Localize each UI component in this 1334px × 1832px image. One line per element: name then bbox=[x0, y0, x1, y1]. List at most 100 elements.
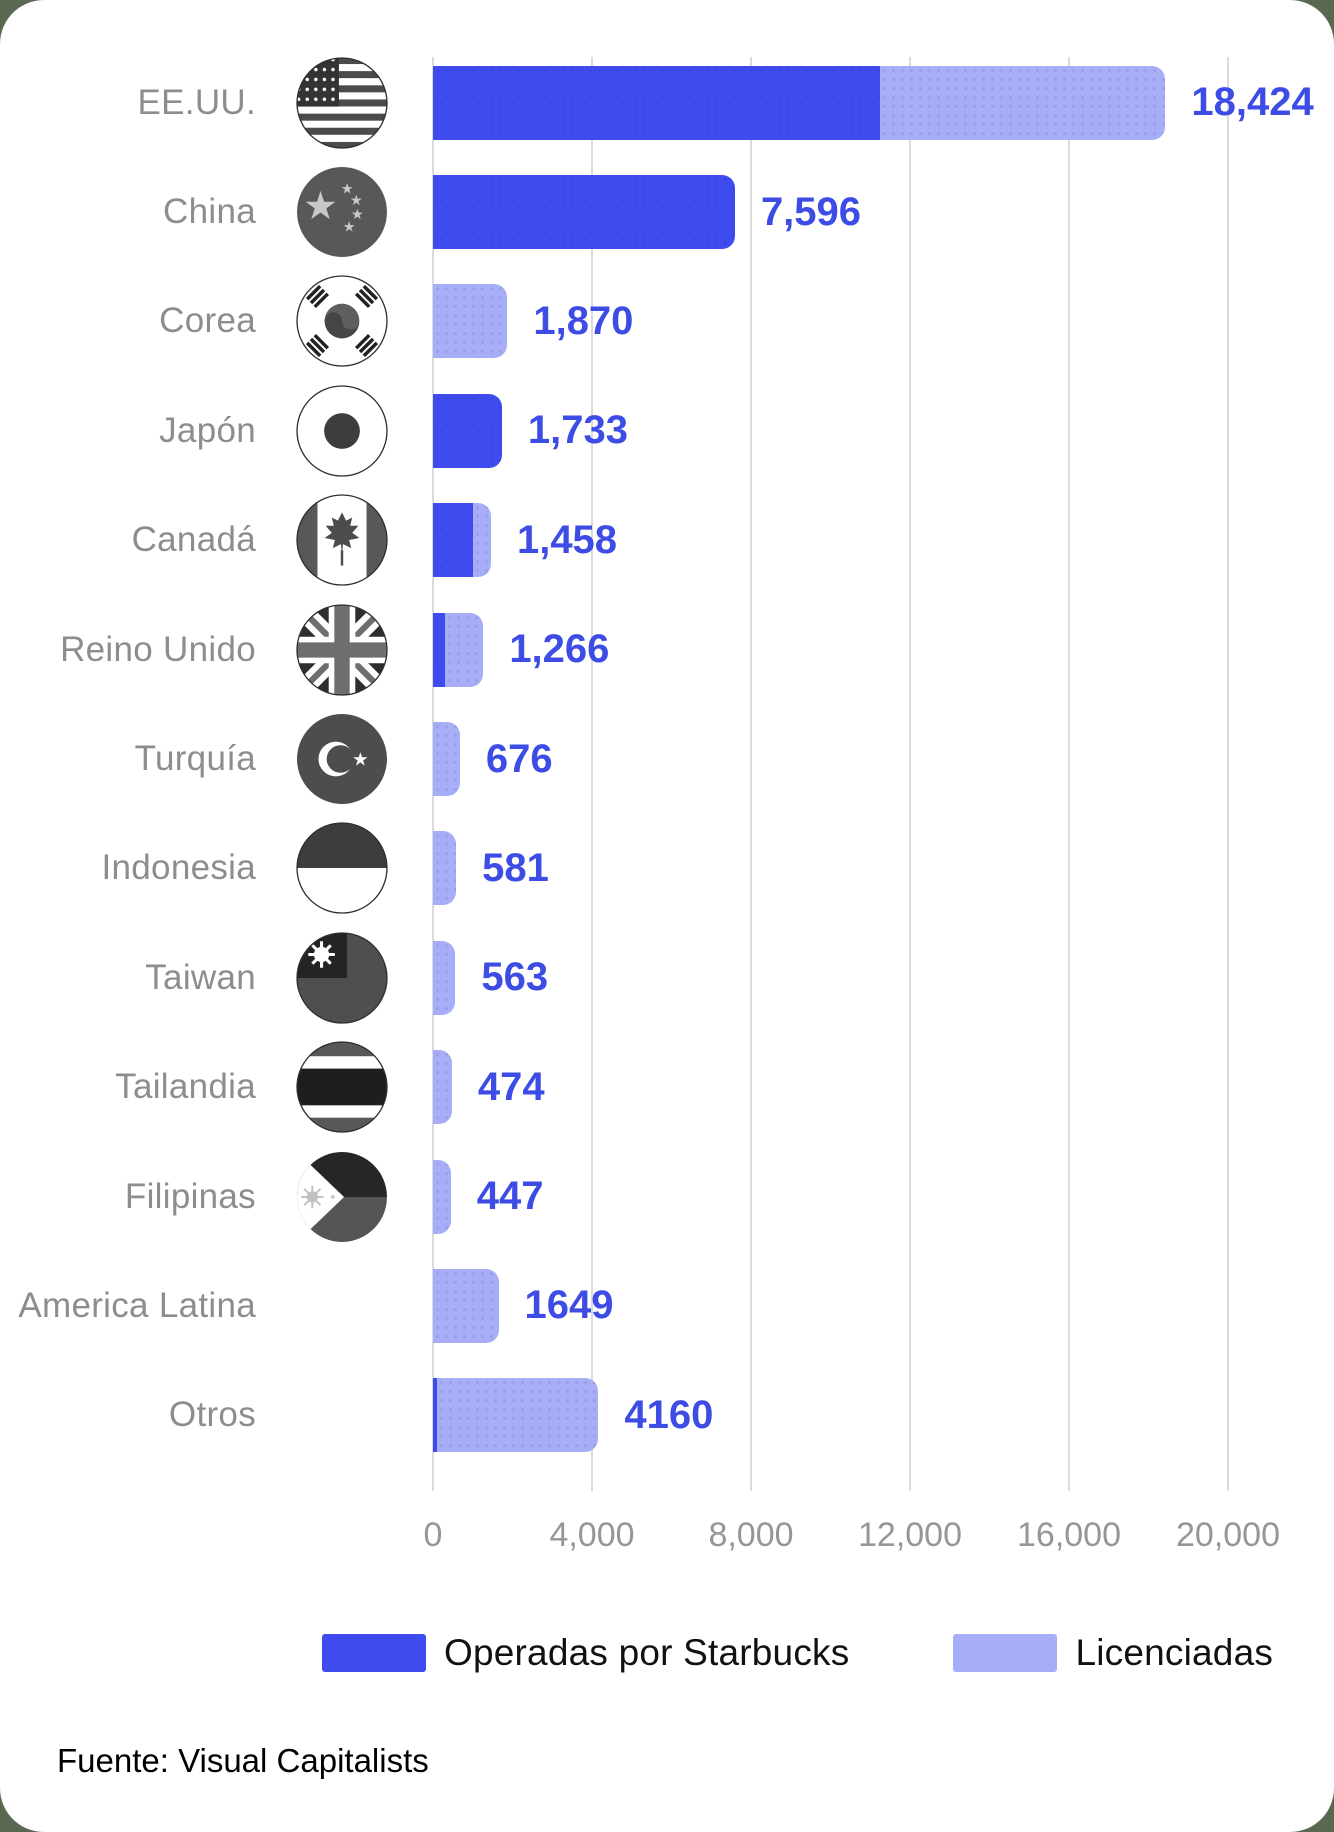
chart-rows: EE.UU. 18,424 China ★ ★ ★ ★ ★ 7,596 Corea 1,870 Jap… bbox=[0, 48, 1334, 1470]
bar-track: 1,733 bbox=[433, 393, 1334, 468]
bar-segment-operadas bbox=[433, 1378, 437, 1453]
bar-segment-licenciadas bbox=[880, 65, 1166, 140]
bar-segment-licenciadas bbox=[433, 284, 508, 359]
flag-uk-icon bbox=[296, 603, 388, 696]
bar-segment-operadas bbox=[433, 175, 735, 250]
country-label: China bbox=[163, 192, 256, 232]
chart-row: China ★ ★ ★ ★ ★ 7,596 bbox=[0, 157, 1334, 266]
bar-track: 4160 bbox=[433, 1378, 1334, 1453]
gridline bbox=[1227, 57, 1229, 1491]
value-label: 18,424 bbox=[1191, 80, 1314, 125]
bar-track: 474 bbox=[433, 1050, 1334, 1125]
legend: Operadas por Starbucks Licenciadas bbox=[322, 1632, 1273, 1674]
x-tick-label: 8,000 bbox=[708, 1516, 794, 1554]
svg-text:★: ★ bbox=[303, 185, 338, 228]
bar-track: 1649 bbox=[433, 1268, 1334, 1343]
country-label: Reino Unido bbox=[60, 629, 256, 669]
x-tick-label: 4,000 bbox=[549, 1516, 635, 1554]
bar-track: 18,424 bbox=[433, 65, 1334, 140]
country-label: Japón bbox=[159, 410, 256, 450]
flag-canada-icon bbox=[296, 494, 388, 586]
bar-segment-operadas bbox=[433, 393, 502, 468]
bar-segment-operadas bbox=[433, 65, 881, 140]
value-label: 1,266 bbox=[509, 627, 610, 672]
svg-text:★: ★ bbox=[351, 207, 364, 223]
bar-track: 7,596 bbox=[433, 175, 1334, 250]
bar-track: 676 bbox=[433, 722, 1334, 797]
country-label: Turquía bbox=[134, 739, 256, 779]
flag-spacer bbox=[296, 1260, 388, 1352]
x-tick-label: 20,000 bbox=[1176, 1516, 1280, 1554]
flag-philippines-icon bbox=[296, 1151, 388, 1243]
bar-segment-licenciadas bbox=[433, 940, 456, 1015]
svg-text:★: ★ bbox=[352, 749, 369, 770]
legend-label-licenciadas: Licenciadas bbox=[1075, 1632, 1274, 1673]
chart-row: Japón 1,733 bbox=[0, 376, 1334, 485]
chart-row: Filipinas 447 bbox=[0, 1142, 1334, 1251]
legend-swatch-licenciadas-icon bbox=[953, 1634, 1058, 1672]
flag-usa-icon bbox=[296, 57, 388, 149]
bar-track: 1,266 bbox=[433, 612, 1334, 687]
bar-segment-licenciadas bbox=[433, 722, 460, 797]
bar-segment-licenciadas bbox=[436, 1378, 599, 1453]
value-label: 1,458 bbox=[516, 517, 618, 562]
flag-thailand-icon bbox=[296, 1041, 388, 1133]
flag-korea-icon bbox=[296, 275, 388, 368]
bar-segment-licenciadas bbox=[433, 1050, 452, 1125]
x-tick-label: 16,000 bbox=[1017, 1516, 1121, 1554]
gridline bbox=[750, 57, 752, 1491]
flag-indonesia-icon bbox=[296, 822, 388, 915]
country-label: Tailandia bbox=[115, 1067, 256, 1107]
value-label: 474 bbox=[477, 1064, 545, 1109]
svg-text:★: ★ bbox=[350, 193, 363, 209]
bar-track: 581 bbox=[433, 831, 1334, 906]
bar-segment-licenciadas bbox=[433, 831, 457, 906]
value-label: 7,596 bbox=[760, 189, 862, 234]
bar-segment-operadas bbox=[433, 503, 473, 578]
value-label: 676 bbox=[485, 736, 553, 781]
chart-row: Reino Unido 1,266 bbox=[0, 595, 1334, 704]
country-label: Otros bbox=[168, 1395, 256, 1435]
gridline bbox=[591, 57, 593, 1491]
chart-row: Otros 4160 bbox=[0, 1361, 1334, 1470]
country-label: Filipinas bbox=[124, 1176, 256, 1216]
flag-china-icon: ★ ★ ★ ★ ★ bbox=[296, 166, 388, 258]
value-label: 1,733 bbox=[527, 408, 628, 453]
chart-row: Turquía ★ 676 bbox=[0, 704, 1334, 813]
country-label: Indonesia bbox=[101, 848, 256, 888]
chart-row: EE.UU. 18,424 bbox=[0, 48, 1334, 157]
flag-spacer bbox=[296, 1369, 388, 1461]
chart-row: Indonesia 581 bbox=[0, 814, 1334, 923]
country-label: EE.UU. bbox=[137, 82, 256, 122]
chart-row: Canadá 1,458 bbox=[0, 486, 1334, 595]
value-label: 1,870 bbox=[533, 298, 634, 343]
x-tick-label: 12,000 bbox=[858, 1516, 962, 1554]
x-axis: 0 4,000 8,000 12,000 16,000 20,000 bbox=[0, 1516, 1334, 1562]
bar-segment-licenciadas bbox=[433, 1268, 499, 1343]
country-label: Taiwan bbox=[145, 957, 256, 997]
bar-track: 447 bbox=[433, 1159, 1334, 1234]
legend-label-operadas: Operadas por Starbucks bbox=[444, 1632, 850, 1673]
svg-text:★: ★ bbox=[343, 220, 356, 236]
svg-text:★: ★ bbox=[341, 182, 354, 198]
value-label: 447 bbox=[476, 1174, 544, 1219]
chart-row: Taiwan 563 bbox=[0, 923, 1334, 1032]
flag-taiwan-icon bbox=[296, 932, 388, 1024]
bar-segment-operadas bbox=[433, 612, 445, 687]
value-label: 1649 bbox=[524, 1283, 614, 1328]
legend-item-licenciadas: Licenciadas bbox=[953, 1632, 1273, 1674]
gridline bbox=[909, 57, 911, 1491]
legend-item-operadas: Operadas por Starbucks bbox=[322, 1632, 849, 1674]
bar-track: 1,458 bbox=[433, 503, 1334, 578]
bar-track: 563 bbox=[433, 940, 1334, 1015]
bar-segment-licenciadas bbox=[433, 1159, 451, 1234]
country-label: America Latina bbox=[18, 1285, 256, 1325]
gridline bbox=[1068, 57, 1070, 1491]
chart-row: Corea 1,870 bbox=[0, 267, 1334, 376]
bar-segment-licenciadas bbox=[444, 612, 484, 687]
chart-row: America Latina 1649 bbox=[0, 1251, 1334, 1360]
value-label: 4160 bbox=[624, 1392, 714, 1437]
bar-segment-licenciadas bbox=[472, 503, 491, 578]
